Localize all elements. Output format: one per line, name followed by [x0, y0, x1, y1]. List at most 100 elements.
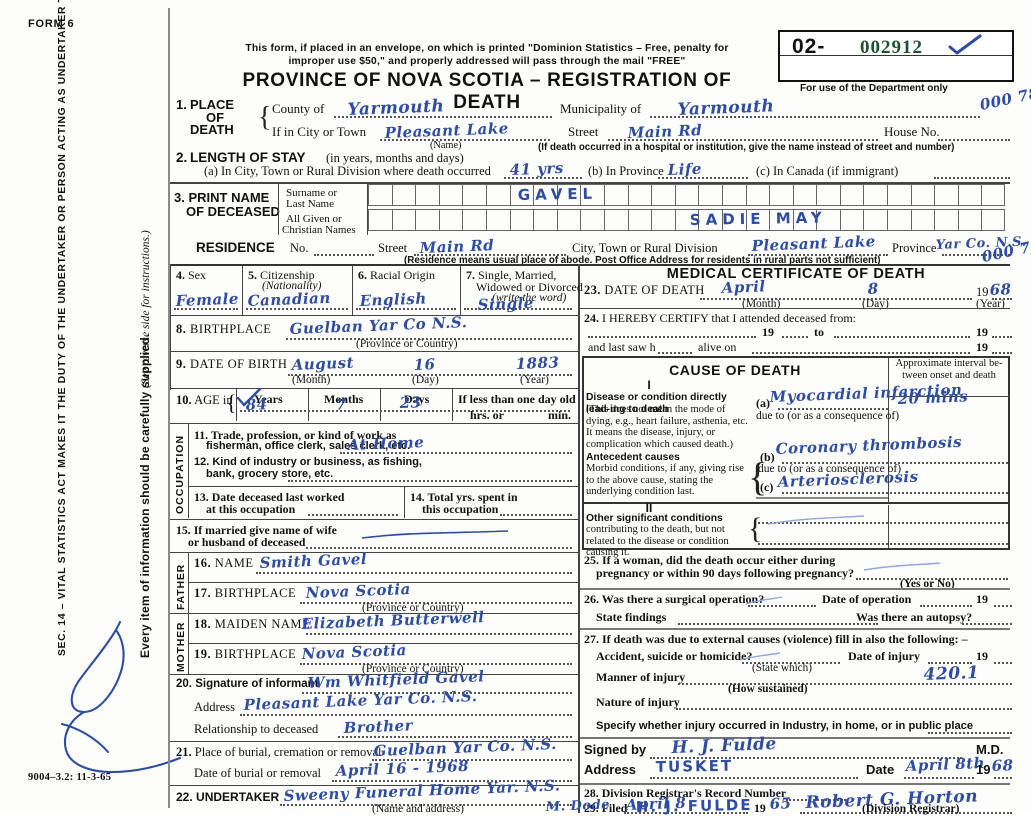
item27-manner-label: Manner of injury	[596, 670, 686, 684]
legal-notice-vertical: SEC. 14 – VITAL STATISTICS ACT MAKES IT …	[56, 0, 69, 656]
item27-injury-date-label: Date of injury	[848, 649, 920, 663]
grid-cell[interactable]	[391, 184, 416, 206]
grid-cell[interactable]	[627, 209, 652, 231]
grid-cell[interactable]	[438, 184, 463, 206]
item9-number: 9.	[176, 357, 187, 371]
grid-cell[interactable]	[533, 209, 557, 231]
grid-cell[interactable]	[816, 184, 840, 206]
item2a-value: 41 yrs	[509, 158, 565, 179]
grid-cell[interactable]	[839, 184, 864, 206]
grid-cell[interactable]	[957, 184, 982, 206]
house-no-underline	[938, 139, 1010, 141]
residence-province-label: Province	[892, 241, 937, 255]
father-bottom-rule	[170, 613, 578, 614]
municipality-value: Yarmouth	[677, 96, 775, 120]
item4-number: 4.	[176, 268, 185, 282]
item24-lastsaw-label: and last saw h	[588, 340, 656, 354]
grid-cell[interactable]	[981, 209, 1006, 231]
grid-cell[interactable]	[580, 184, 604, 206]
grid-cell[interactable]	[509, 209, 534, 231]
grid-cell[interactable]	[651, 209, 675, 231]
item14-label-line1: 14. Total yrs. spent in	[410, 490, 518, 504]
item9-bottom-rule	[170, 388, 578, 389]
grid-cell[interactable]	[509, 184, 534, 206]
grid-cell[interactable]	[415, 184, 439, 206]
grid-cell[interactable]	[816, 209, 840, 231]
registration-number: 002912	[860, 37, 923, 58]
grid-cell[interactable]	[485, 184, 510, 206]
grid-cell[interactable]	[462, 184, 486, 206]
item11-label-line1: 11. Trade, profession, or kind of work a…	[194, 428, 397, 442]
grid-cell[interactable]	[674, 184, 699, 206]
item3-label-line1: PRINT NAME	[188, 190, 270, 205]
grid-cell[interactable]	[698, 209, 722, 231]
grid-cell[interactable]	[792, 184, 817, 206]
cause-b-underline	[782, 462, 888, 464]
item24-alive-year: 19	[976, 340, 988, 354]
grid-cell[interactable]	[769, 209, 793, 231]
county-label: County of	[272, 101, 325, 116]
item7-bottom-rule	[170, 315, 578, 316]
item27-manner-underline	[678, 683, 1012, 685]
grid-cell[interactable]	[792, 209, 817, 231]
grid-cell[interactable]	[651, 184, 675, 206]
grid-cell[interactable]	[580, 209, 604, 231]
grid-cell[interactable]	[769, 184, 793, 206]
residence-street-underline	[414, 254, 566, 256]
item15-label-line1: 15. If married give name of wife	[176, 523, 337, 537]
grid-cell[interactable]	[910, 184, 935, 206]
form-code: 9004–3.2: 11-3-65	[28, 772, 112, 783]
grid-cell[interactable]	[887, 209, 911, 231]
cause-part2-stroke	[767, 515, 865, 525]
grid-cell[interactable]	[934, 209, 958, 231]
grid-cell[interactable]	[438, 209, 463, 231]
grid-cell[interactable]	[603, 184, 628, 206]
item13-number: 13.	[194, 490, 209, 504]
grid-cell[interactable]	[698, 184, 722, 206]
item10-bottom-rule	[170, 423, 578, 424]
grid-cell[interactable]	[745, 184, 770, 206]
occupation-side-divider	[188, 424, 189, 518]
hospital-note: (If death occurred in a hospital or inst…	[538, 142, 955, 153]
grid-cell[interactable]	[934, 184, 958, 206]
grid-cell[interactable]	[745, 209, 770, 231]
cause-part2-interval-divider	[888, 505, 889, 549]
item4-underline	[174, 308, 238, 310]
item21-number: 21.	[176, 745, 192, 759]
item3-number: 3.	[174, 190, 185, 205]
item4-label: 4. Sex	[176, 268, 206, 282]
grid-cell[interactable]	[839, 209, 864, 231]
grid-cell[interactable]	[603, 209, 628, 231]
grid-cell[interactable]	[957, 209, 982, 231]
grid-cell[interactable]	[721, 209, 746, 231]
age-checkmark-icon	[236, 388, 262, 407]
grid-cell[interactable]	[462, 209, 486, 231]
item7-underline	[464, 308, 572, 310]
center-divider	[578, 264, 580, 813]
grid-cell[interactable]	[887, 184, 911, 206]
grid-cell[interactable]	[674, 209, 699, 231]
grid-cell[interactable]	[415, 209, 439, 231]
cause-b-marker: (b)	[760, 450, 775, 464]
residence-city-underline	[748, 254, 888, 256]
grid-cell[interactable]	[910, 209, 935, 231]
grid-cell[interactable]	[556, 209, 581, 231]
grid-cell[interactable]	[556, 184, 581, 206]
grid-cell[interactable]	[368, 184, 392, 206]
item10-underline	[240, 410, 570, 412]
margin-divider	[168, 8, 170, 808]
grid-cell[interactable]	[721, 184, 746, 206]
item1-number: 1.	[176, 97, 187, 112]
item10-days-value: 23	[399, 393, 422, 412]
given-label-1: All Given or	[286, 213, 342, 225]
grid-cell[interactable]	[391, 209, 416, 231]
item13-14-divider	[404, 487, 405, 518]
grid-cell[interactable]	[533, 184, 557, 206]
grid-cell[interactable]	[863, 184, 888, 206]
grid-cell[interactable]	[485, 209, 510, 231]
grid-cell[interactable]	[368, 209, 392, 231]
grid-cell[interactable]	[981, 184, 1006, 206]
grid-cell[interactable]	[627, 184, 652, 206]
grid-cell[interactable]	[863, 209, 888, 231]
item23-year-underline	[992, 298, 1012, 300]
